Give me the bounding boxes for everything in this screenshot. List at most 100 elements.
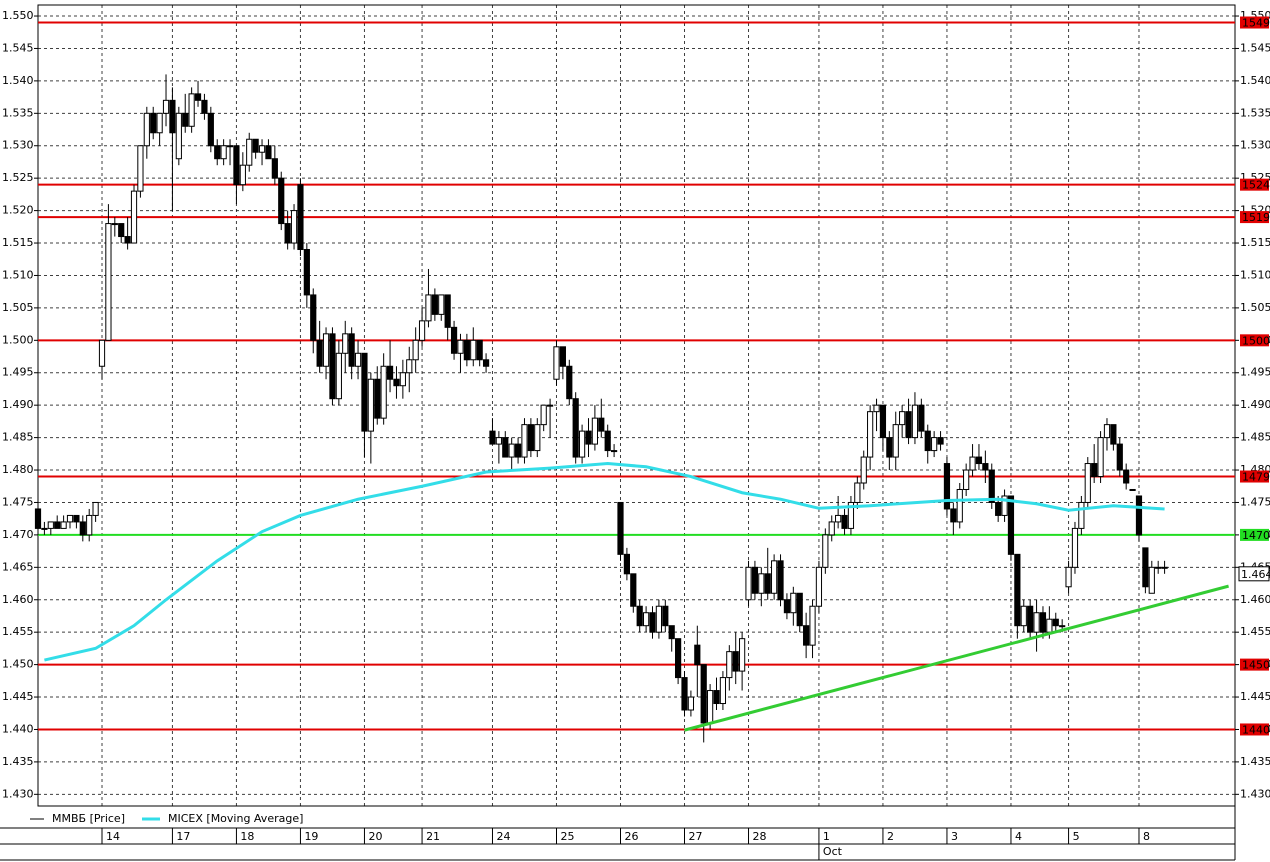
candle-body <box>982 463 989 471</box>
level-label: 1479 <box>1242 471 1270 484</box>
legend-label: ММВБ [Price] <box>52 812 125 825</box>
candle-body <box>354 352 362 367</box>
y-tick-label: 1.550 <box>2 9 34 22</box>
level-label: 1450 <box>1242 659 1270 672</box>
candle-body <box>847 501 855 529</box>
y-tick-label: 1.510 <box>2 268 34 281</box>
candle-body <box>572 398 579 458</box>
candle-body <box>546 404 554 407</box>
candle-body <box>713 690 720 705</box>
candle-body <box>1046 618 1053 633</box>
level-tag <box>1240 470 1269 483</box>
candle-body <box>553 346 560 380</box>
candle-body <box>534 424 541 452</box>
candle-body <box>1059 625 1066 628</box>
candle-body <box>566 365 573 400</box>
x-tick-label: 14 <box>106 830 120 843</box>
y-tick-label: 1.535 <box>1240 106 1270 119</box>
y-tick-label: 1.540 <box>1240 74 1270 87</box>
y-tick-label: 1.485 <box>1240 431 1270 444</box>
moving-average-line <box>44 462 1165 662</box>
level-tag <box>1240 528 1269 541</box>
candle-body <box>169 99 176 134</box>
candle-body <box>995 501 1002 516</box>
candle-body <box>201 99 208 114</box>
candle-body <box>86 514 93 536</box>
candle-body <box>124 236 131 244</box>
candle-body <box>879 404 887 439</box>
candle-body <box>905 411 912 439</box>
x-tick-label: 26 <box>624 830 638 843</box>
candle-body <box>418 320 426 341</box>
candle-body <box>265 145 272 160</box>
candle-body <box>521 424 528 458</box>
candle-body <box>233 145 240 186</box>
candle-body <box>777 560 784 601</box>
candle-body <box>1071 527 1079 568</box>
candle-body <box>1148 566 1155 594</box>
candle-body <box>943 463 951 510</box>
candle-body <box>290 210 298 244</box>
candle-body <box>162 99 170 114</box>
candle-body <box>604 430 611 452</box>
legend-label: MICEX [Moving Average] <box>168 812 303 825</box>
candle-body <box>41 527 48 530</box>
candle-body <box>771 560 778 594</box>
candle-body <box>751 566 759 594</box>
x-tick-label: 27 <box>689 830 703 843</box>
candle-body <box>220 145 227 160</box>
level-tag <box>1240 211 1269 224</box>
level-label: 1519 <box>1242 211 1270 224</box>
candle-body <box>694 644 701 666</box>
x-tick-label: 3 <box>951 830 958 843</box>
candle-body <box>931 437 938 452</box>
candle-body <box>918 404 925 432</box>
candle-body <box>937 437 944 445</box>
candle-body <box>662 605 669 627</box>
candle-body <box>591 417 598 445</box>
candle-body <box>828 521 835 536</box>
candle-body <box>911 404 919 439</box>
candle-body <box>1078 501 1085 529</box>
candle-body <box>649 612 656 633</box>
candle-body <box>182 112 189 127</box>
candle-body <box>271 158 278 179</box>
candle-body <box>1033 612 1040 633</box>
candle-body <box>796 592 803 627</box>
candle-body <box>1097 437 1104 478</box>
candle-body <box>1007 495 1015 555</box>
candle-body <box>899 411 906 426</box>
y-tick-label: 1.505 <box>1240 301 1270 314</box>
candle-body <box>924 430 931 452</box>
x-tick-label: 28 <box>753 830 767 843</box>
candle-body <box>1020 605 1027 627</box>
candle-body <box>1110 424 1117 445</box>
y-tick-label: 1.515 <box>1240 236 1270 249</box>
y-tick-label: 1.520 <box>2 204 34 217</box>
candle-body <box>655 605 663 633</box>
candle-body <box>1039 612 1047 633</box>
candle-body <box>335 352 342 400</box>
x-tick-label: 21 <box>426 830 440 843</box>
x-tick-label: 24 <box>496 830 510 843</box>
y-tick-label: 1.495 <box>2 366 34 379</box>
candle-body <box>156 112 163 134</box>
candle-body <box>34 508 42 529</box>
candle-body <box>950 508 957 523</box>
candle-body <box>559 346 566 367</box>
candle-body <box>1142 547 1149 588</box>
candle-body <box>1123 469 1130 484</box>
candle-body <box>707 690 714 724</box>
level-tag <box>1240 658 1269 671</box>
candle-body <box>1161 566 1168 569</box>
y-tick-label: 1.485 <box>2 431 34 444</box>
candle-body <box>783 599 791 614</box>
candle-body <box>758 573 765 594</box>
candle-body <box>470 339 477 361</box>
y-tick-label: 1.465 <box>2 560 34 573</box>
candle-body <box>873 404 880 413</box>
candle-body <box>578 430 586 458</box>
candle-body <box>514 443 522 458</box>
level-label: 1500 <box>1242 334 1270 347</box>
candle-body <box>892 424 899 458</box>
